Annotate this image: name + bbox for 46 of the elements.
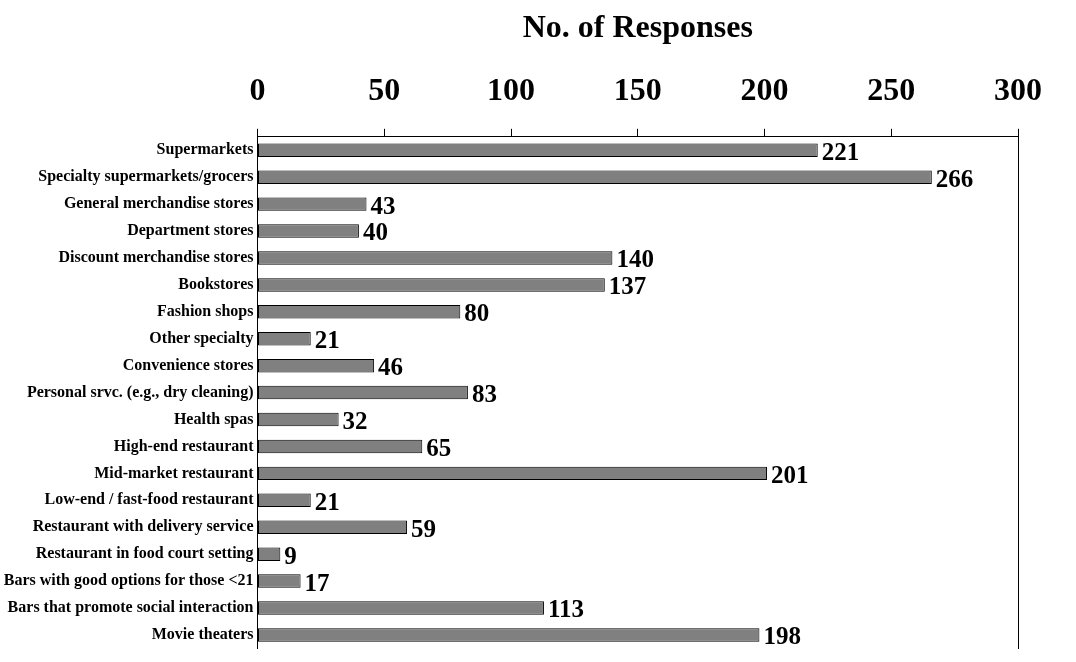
x-tick-label: 250: [867, 70, 916, 107]
data-label: 83: [471, 380, 497, 408]
data-label: 198: [763, 622, 801, 650]
data-label: 9: [284, 541, 297, 569]
y-tick-label: Low-end / fast-food restaurant: [44, 490, 255, 508]
data-label: 266: [935, 164, 974, 192]
y-tick-label: Bars with good options for those <21: [3, 571, 254, 590]
data-label: 17: [304, 568, 330, 596]
y-tick-label: Restaurant with delivery service: [32, 517, 254, 536]
y-tick-label: Fashion shops: [157, 301, 254, 320]
data-label: 32: [342, 406, 368, 434]
data-label: 65: [426, 433, 452, 461]
y-tick-label: Department stores: [127, 221, 254, 240]
data-label: 43: [370, 191, 396, 219]
x-axis-title: No. of Responses: [522, 8, 753, 45]
data-label: 201: [771, 460, 809, 488]
y-tick-label: Personal srvc. (e.g., dry cleaning): [26, 382, 254, 401]
y-tick-label: Convenience stores: [122, 355, 254, 373]
data-label: 221: [821, 137, 860, 165]
y-tick-label: Supermarkets: [156, 140, 254, 159]
x-tick-label: 300: [994, 70, 1042, 107]
x-tick-label: 50: [368, 70, 401, 107]
data-label: 113: [547, 595, 585, 623]
y-tick-label: Restaurant in food court setting: [35, 544, 254, 563]
y-tick-label: Other specialty: [149, 328, 254, 347]
data-label: 140: [616, 245, 654, 273]
data-label: 80: [464, 299, 490, 327]
x-tick-label: 150: [613, 70, 662, 107]
data-label: 21: [314, 487, 340, 515]
data-label: 21: [314, 326, 340, 354]
y-tick-label: Bookstores: [178, 275, 254, 293]
data-label: 59: [411, 514, 437, 542]
y-tick-label: Health spas: [173, 409, 254, 428]
y-tick-label: Bars that promote social interaction: [7, 598, 254, 617]
y-tick-label: Mid-market restaurant: [94, 463, 255, 481]
x-tick-label: 200: [740, 70, 789, 107]
data-label: 40: [362, 218, 388, 246]
data-label: 137: [608, 272, 647, 300]
x-tick-label: 100: [487, 70, 535, 107]
y-tick-label: Discount merchandise stores: [58, 248, 254, 266]
data-label: 46: [378, 353, 404, 381]
y-tick-label: High-end restaurant: [113, 436, 255, 455]
x-tick-label: 0: [249, 70, 266, 107]
y-tick-label: General merchandise stores: [63, 194, 254, 212]
y-tick-label: Specialty supermarkets/grocers: [38, 167, 254, 186]
y-tick-label: Movie theaters: [151, 625, 254, 643]
